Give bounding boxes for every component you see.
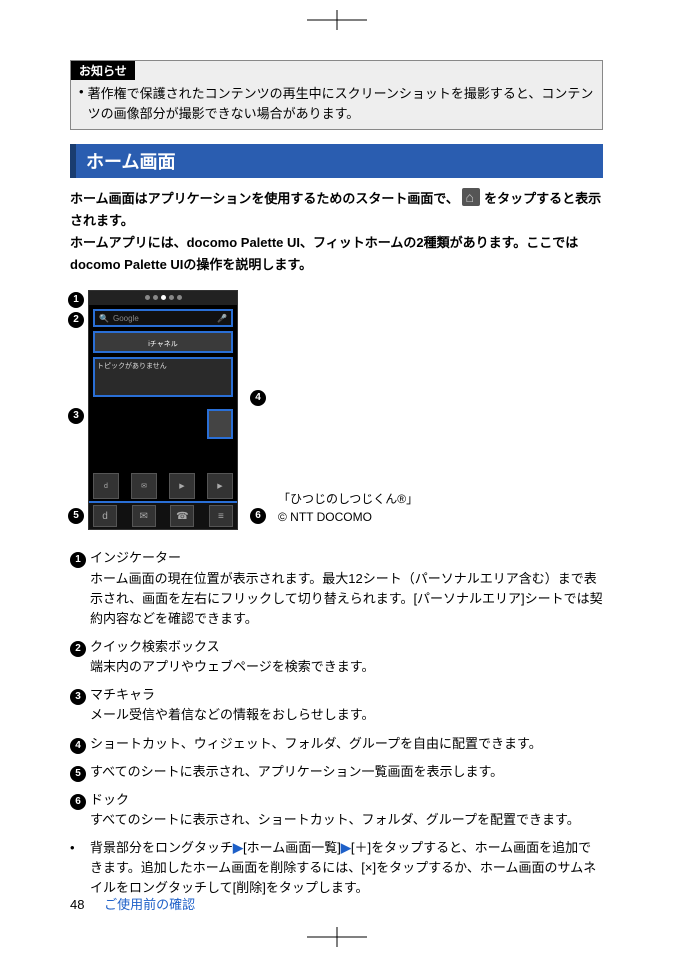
desc-tip: • 背景部分をロングタッチ▶[ホーム画面一覧]▶[＋]をタップすると、ホーム画面… [70,838,603,898]
intro-text: ホーム画面はアプリケーションを使用するためのスタート画面で、 をタップすると表示… [70,188,603,276]
arrow-icon: ▶ [341,840,351,855]
notice-text: 著作権で保護されたコンテンツの再生中にスクリーンショットを撮影すると、コンテンツ… [88,84,594,123]
item-num: 5 [70,766,86,782]
tip-bullet: • [70,838,90,898]
dock-icon: ≡ [209,505,233,527]
crop-mark-icon [307,927,367,947]
tip-p2: [ホーム画面一覧] [243,840,341,855]
shortcut-icon: ▶ [207,473,233,499]
description-list: 1 インジケーター ホーム画面の現在位置が表示されます。最大12シート（パーソナ… [70,548,603,898]
item-num: 3 [70,689,86,705]
phone-dock: d ✉ ☎ ≡ [89,501,237,529]
callout-2: 2 [68,312,84,328]
ichannel-label: iチャネル [95,333,231,349]
phone-status-bar [89,291,237,305]
footer-section: ご使用前の確認 [104,897,195,912]
dock-icon: d [93,505,117,527]
tip-p1: 背景部分をロングタッチ [90,840,233,855]
phone-machichara [207,409,233,439]
dock-icon: ☎ [170,505,194,527]
notice-label: お知らせ [71,61,135,80]
callout-4: 4 [250,390,266,406]
item-body: すべてのシートに表示され、アプリケーション一覧画面を表示します。 [90,764,503,779]
callout-5: 5 [68,508,84,524]
callout-1: 1 [68,292,84,308]
item-body: ホーム画面の現在位置が表示されます。最大12シート（パーソナルエリア含む）まで表… [90,571,603,626]
item-num: 2 [70,641,86,657]
mic-icon: 🎤 [217,314,227,323]
search-icon: 🔍 [99,314,109,323]
crop-mark-bottom [307,927,367,947]
home-icon [462,188,480,206]
item-num: 6 [70,794,86,810]
intro-part3: ホームアプリには、docomo Palette UI、フィットホームの2種類があ… [70,235,578,272]
item-body: ショートカット、ウィジェット、フォルダ、グループを自由に配置できます。 [90,736,542,751]
desc-item-4: 4 ショートカット、ウィジェット、フォルダ、グループを自由に配置できます。 [70,734,603,754]
item-body: 端末内のアプリやウェブページを検索できます。 [90,659,374,674]
item-title: クイック検索ボックス [90,639,220,654]
desc-item-1: 1 インジケーター ホーム画面の現在位置が表示されます。最大12シート（パーソナ… [70,548,603,629]
crop-mark-top [307,10,367,30]
intro-part1: ホーム画面はアプリケーションを使用するためのスタート画面で、 [70,191,459,206]
caption-line2: © NTT DOCOMO [278,508,418,526]
notice-body: • 著作権で保護されたコンテンツの再生中にスクリーンショットを撮影すると、コンテ… [71,80,602,129]
section-header: ホーム画面 [70,144,603,178]
shortcut-icon: ▶ [169,473,195,499]
phone-ichannel-widget: iチャネル [93,331,233,353]
caption-line1: 「ひつじのしつじくん®」 [278,490,418,508]
widget-text: トピックがありません [97,363,167,370]
callout-6: 6 [250,508,266,524]
search-placeholder: Google [113,314,139,323]
desc-item-2: 2 クイック検索ボックス 端末内のアプリやウェブページを検索できます。 [70,637,603,677]
page-number: 48 [70,897,84,912]
item-title: ドック [90,792,129,807]
item-body: すべてのシートに表示され、ショートカット、フォルダ、グループを配置できます。 [90,812,580,827]
dock-icon: ✉ [132,505,156,527]
desc-item-6: 6 ドック すべてのシートに表示され、ショートカット、フォルダ、グループを配置で… [70,790,603,830]
crop-mark-icon [307,10,367,30]
page-footer: 48 ご使用前の確認 [70,894,195,913]
item-title: マチキャラ [90,687,155,702]
desc-item-3: 3 マチキャラ メール受信や着信などの情報をおしらせします。 [70,685,603,725]
desc-item-5: 5 すべてのシートに表示され、アプリケーション一覧画面を表示します。 [70,762,603,782]
phone-screenshot: 🔍 Google 🎤 iチャネル トピックがありません d ✉ ▶ ▶ ◉ d … [88,290,238,530]
shortcut-icon: d [93,473,119,499]
phone-search-box: 🔍 Google 🎤 [93,309,233,327]
callout-3: 3 [68,408,84,424]
phone-topic-widget: トピックがありません [93,357,233,397]
caption-right: 「ひつじのしつじくん®」 © NTT DOCOMO [278,490,418,526]
item-num: 4 [70,738,86,754]
item-body: メール受信や着信などの情報をおしらせします。 [90,707,374,722]
figure-row: 1 2 3 4 5 6 🔍 Google 🎤 iチャネル トピックがありません … [70,290,603,530]
indicator-row [145,291,182,305]
shortcut-icon: ✉ [131,473,157,499]
bullet: • [79,84,84,123]
item-num: 1 [70,552,86,568]
phone-shortcut-row: d ✉ ▶ ▶ [93,473,233,499]
tip-body: 背景部分をロングタッチ▶[ホーム画面一覧]▶[＋]をタップすると、ホーム画面を追… [90,838,603,898]
notice-box: お知らせ • 著作権で保護されたコンテンツの再生中にスクリーンショットを撮影する… [70,60,603,130]
arrow-icon: ▶ [233,840,243,855]
item-title: インジケーター [90,550,181,565]
